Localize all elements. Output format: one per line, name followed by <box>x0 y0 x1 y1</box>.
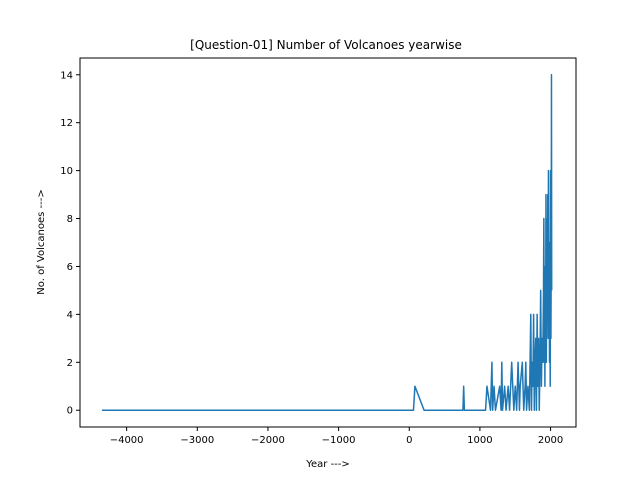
y-tick-label: 12 <box>60 118 73 129</box>
y-tick-label: 6 <box>67 262 73 273</box>
y-tick-label: 2 <box>67 358 73 369</box>
y-tick-label: 8 <box>67 214 73 225</box>
y-axis-ticks: 0 2 4 6 8 10 12 14 <box>60 70 80 417</box>
x-tick-label: 2000 <box>538 435 563 446</box>
y-tick-label: 0 <box>67 406 73 417</box>
x-tick-label: 0 <box>406 435 412 446</box>
x-tick-label: −2000 <box>251 435 285 446</box>
x-tick-label: −4000 <box>110 435 144 446</box>
series-line-0 <box>101 74 553 411</box>
x-tick-label: −3000 <box>180 435 214 446</box>
y-axis-label: No. of Volcanoes ---> <box>36 189 47 294</box>
x-axis-label: Year ---> <box>305 459 350 470</box>
x-tick-label: −1000 <box>322 435 356 446</box>
chart-title: [Question-01] Number of Volcanoes yearwi… <box>190 38 462 52</box>
x-tick-label: 1000 <box>467 435 492 446</box>
y-tick-label: 4 <box>67 310 73 321</box>
plot-area <box>101 74 553 411</box>
plot-frame <box>79 57 577 428</box>
x-axis-ticks: −4000 −3000 −2000 −1000 0 1000 2000 <box>110 427 563 446</box>
y-tick-label: 14 <box>60 70 73 81</box>
y-tick-label: 10 <box>60 166 73 177</box>
